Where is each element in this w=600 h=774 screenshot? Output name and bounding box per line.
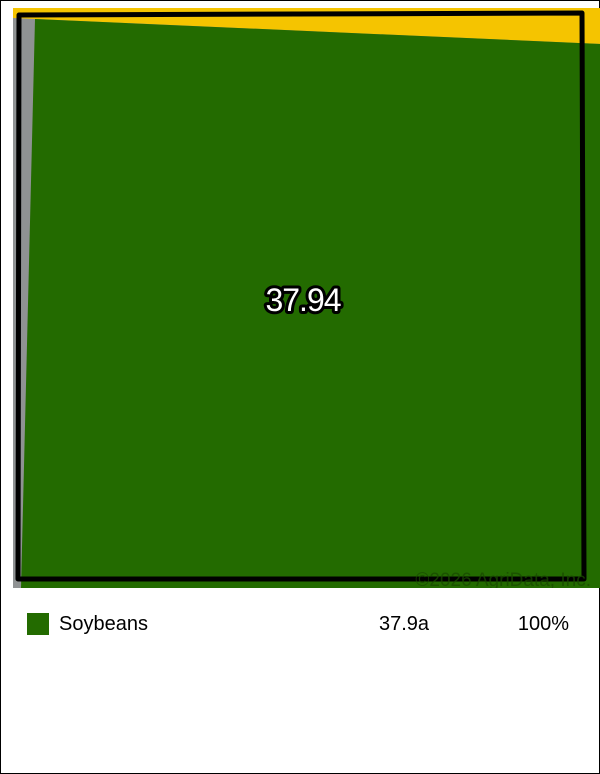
legend-crop-percent: 100% [517,612,569,635]
copyright-watermark: ©2026 AgriData, Inc. [415,570,591,588]
field-map: 37.94 ©2026 AgriData, Inc. [13,8,600,588]
field-boundary [15,10,587,582]
legend-swatch [27,613,49,635]
legend-crop-name: Soybeans [59,612,148,635]
soybean-field [21,19,600,588]
legend-crop-acres: 37.9a [379,612,430,635]
field-acres-label: 37.94 [265,282,340,318]
field-map-svg: 37.94 ©2026 AgriData, Inc. [13,8,600,588]
legend-item-soybeans: Soybeans 37.9a 100% [27,610,597,638]
